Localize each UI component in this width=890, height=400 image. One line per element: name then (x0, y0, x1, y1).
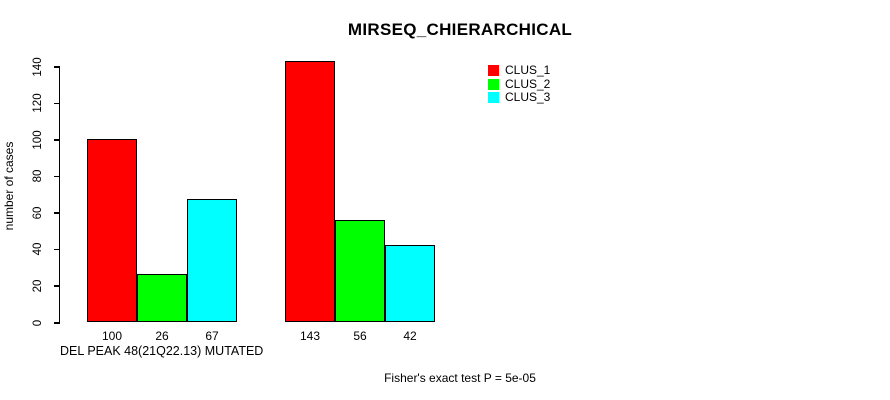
bar-clus_1 (285, 60, 335, 322)
y-tick (53, 322, 59, 324)
y-tick-label: 20 (32, 279, 44, 293)
bar-clus_2 (137, 274, 187, 322)
y-tick (53, 285, 59, 287)
legend: CLUS_1 CLUS_2 CLUS_3 (488, 63, 551, 105)
y-tick (53, 175, 59, 178)
y-tick-label: 60 (32, 206, 44, 220)
bar-value-label: 26 (155, 329, 169, 343)
legend-label: CLUS_2 (505, 76, 551, 91)
legend-item: CLUS_1 (488, 63, 551, 78)
bar-clus_1 (87, 139, 137, 322)
bar-clus_3 (187, 199, 237, 322)
y-tick (53, 66, 59, 68)
y-axis-label: number of cases (2, 141, 16, 231)
bar-clus_3 (385, 245, 435, 322)
chart-title: MIRSEQ_CHIERARCHICAL (347, 20, 573, 39)
bar-value-label: 56 (353, 329, 367, 343)
y-tick-label: 80 (32, 169, 44, 183)
legend-swatch-clus_1 (488, 65, 499, 77)
bar-value-label: 100 (101, 329, 123, 343)
bar-clus_2 (335, 219, 385, 322)
fisher-test-annotation: Fisher's exact test P = 5e-05 (384, 371, 536, 385)
legend-label: CLUS_3 (505, 90, 551, 104)
y-tick (53, 102, 59, 105)
y-tick-label: 100 (32, 130, 44, 150)
legend-swatch-clus_2 (488, 78, 499, 90)
legend-item: CLUS_3 (488, 90, 551, 105)
bar-value-label: 67 (205, 329, 219, 343)
y-tick (53, 212, 59, 214)
legend-label: CLUS_1 (505, 63, 551, 77)
y-tick-label: 0 (32, 319, 44, 326)
bar-value-label: 143 (299, 329, 321, 343)
bar-value-label: 42 (403, 329, 417, 343)
legend-item: CLUS_2 (488, 76, 551, 92)
y-tick (53, 248, 59, 251)
y-tick-label: 120 (32, 93, 44, 113)
legend-swatch-clus_3 (488, 92, 499, 104)
y-tick-label: 40 (32, 242, 44, 256)
y-tick (53, 139, 59, 141)
x-axis-label: DEL PEAK 48(21Q22.13) MUTATED (60, 344, 264, 358)
y-axis-line (58, 66, 60, 324)
y-tick-label: 140 (32, 56, 44, 77)
